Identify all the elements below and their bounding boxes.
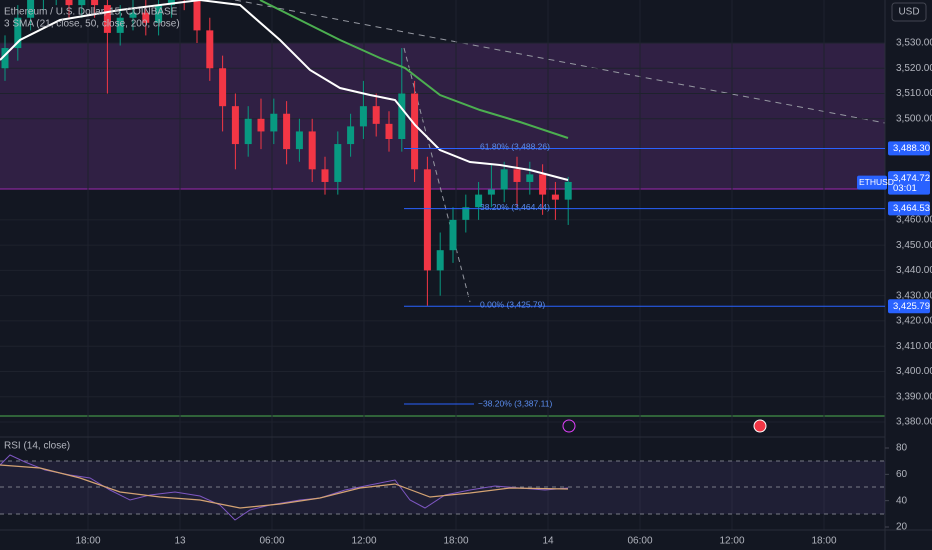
last-price-label: 3,474.72: [893, 173, 930, 184]
rsi-tick-label: 40: [896, 495, 908, 506]
candle-body: [308, 131, 316, 170]
fib-label: 61.80% (3,488.26): [480, 142, 550, 152]
candle-body: [551, 194, 559, 200]
fib-trend: [403, 47, 471, 303]
candle-body: [487, 189, 495, 195]
price-badge-label: 3,464.53: [893, 203, 930, 214]
candle-body: [475, 194, 483, 208]
candle-body: [398, 93, 406, 140]
price-badge: [888, 299, 930, 314]
fib-label: −38.20% (3,387.11): [478, 398, 552, 408]
x-tick-label: 14: [542, 536, 554, 547]
y-tick-label: 3,460.00: [896, 215, 932, 226]
candle-body: [103, 5, 111, 33]
x-tick-label: 06:00: [259, 536, 284, 547]
candle-body: [462, 207, 470, 220]
sma-21: [0, 0, 569, 181]
candle-body: [91, 0, 99, 6]
y-tick-label: 3,510.00: [896, 88, 932, 99]
candle-body: [295, 131, 303, 150]
candle-body: [385, 123, 393, 140]
y-tick-label: 3,420.00: [896, 316, 932, 327]
candle-body: [526, 174, 534, 182]
symbol-label: ETHUSD: [859, 177, 894, 187]
y-tick-label: 3,530.00: [896, 38, 932, 49]
indicator-legend: 3 SMA (21, close, 50, close, 200, close): [4, 19, 180, 30]
candle-body: [78, 0, 86, 6]
y-tick-label: 3,410.00: [896, 341, 932, 352]
x-tick-label: 18:00: [443, 536, 468, 547]
candle-body: [539, 174, 547, 195]
x-tick-label: 18:00: [811, 536, 836, 547]
candle-body: [270, 113, 278, 132]
fib-label: 0.00% (3,425.79): [480, 300, 545, 310]
candle-body: [1, 48, 9, 69]
x-tick-label: 06:00: [627, 536, 652, 547]
candle-body: [449, 219, 457, 251]
x-tick-label: 18:00: [75, 536, 100, 547]
candle-body: [359, 106, 367, 127]
candle-body: [129, 12, 137, 18]
y-tick-label: 3,430.00: [896, 290, 932, 301]
x-tick-label: 12:00: [719, 536, 744, 547]
symbol-badge: [857, 175, 887, 190]
candle-body: [564, 181, 572, 200]
rsi-tick-label: 20: [896, 522, 908, 533]
candle-body: [27, 0, 35, 18]
rsi-ma: [0, 464, 569, 509]
y-tick-label: 3,390.00: [896, 391, 932, 402]
y-tick-label: 3,500.00: [896, 113, 932, 124]
candle-body: [65, 0, 73, 6]
price-badge-label: 3,425.79: [893, 301, 930, 312]
candle-body: [372, 106, 380, 124]
x-tick-label: 12:00: [351, 536, 376, 547]
candle-body: [411, 93, 419, 170]
price-badge: [888, 201, 930, 216]
candle-body: [193, 0, 201, 31]
x-tick-label: 13: [174, 536, 186, 547]
fib-label: 38.20% (3,464.44): [480, 202, 550, 212]
candle-body: [283, 113, 291, 150]
currency-button[interactable]: [891, 2, 927, 22]
event-icon[interactable]: [562, 419, 576, 433]
candle-body: [167, 0, 175, 6]
rsi-title: RSI (14, close): [4, 441, 70, 452]
trend-line: [234, 0, 886, 124]
candle-body: [347, 126, 355, 145]
candle-body: [513, 169, 521, 182]
y-tick-label: 3,380.00: [896, 417, 932, 428]
price-badge-label: 3,488.30: [893, 143, 930, 154]
candle-body: [244, 118, 252, 145]
range-box: [0, 43, 885, 189]
y-tick-label: 3,450.00: [896, 240, 932, 251]
candle-body: [14, 17, 22, 49]
y-tick-label: 3,400.00: [896, 366, 932, 377]
rsi-line: [0, 454, 569, 521]
candle-body: [321, 169, 329, 182]
last-price-badge: [888, 172, 930, 195]
price-badge: [888, 141, 930, 156]
candle-body: [257, 118, 265, 132]
candle-body: [231, 106, 239, 145]
chart-title: Ethereum / U.S. Dollar, 15, COINBASE: [4, 7, 178, 18]
event-flag[interactable]: [753, 419, 767, 433]
candle-body: [436, 250, 444, 271]
candle-body: [206, 30, 214, 69]
candle-body: [155, 5, 163, 23]
candles: [1, 0, 572, 306]
candle-body: [142, 12, 150, 23]
currency[interactable]: USD: [898, 7, 919, 18]
rsi-tick-label: 60: [896, 469, 908, 480]
y-tick-label: 3,440.00: [896, 265, 932, 276]
countdown: 03:01: [893, 183, 917, 194]
candle-body: [334, 144, 342, 182]
candle-body: [500, 169, 508, 190]
candle-body: [116, 17, 124, 33]
rsi-tick-label: 80: [896, 443, 908, 454]
candle-body: [219, 68, 227, 107]
candle-body: [423, 169, 431, 271]
y-tick-label: 3,520.00: [896, 63, 932, 74]
sma-50: [259, 0, 569, 139]
